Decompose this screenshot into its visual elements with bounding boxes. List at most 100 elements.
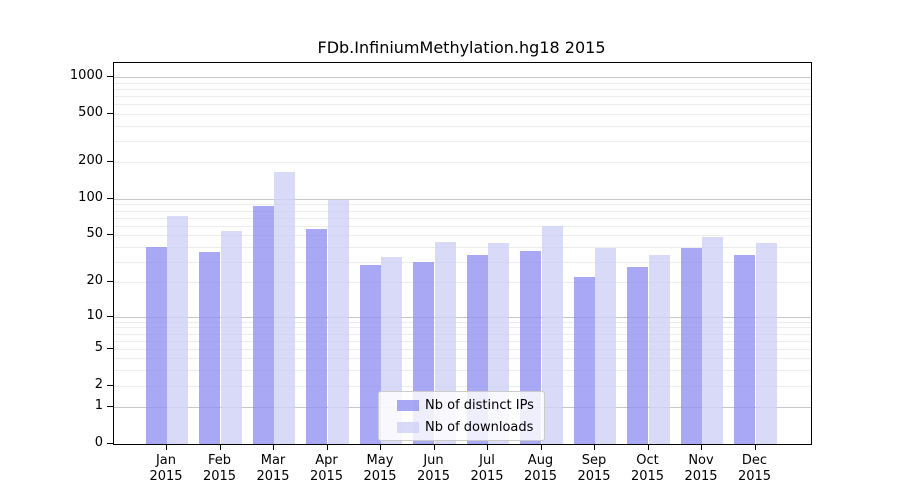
bar-downloads-sep: [595, 248, 617, 444]
legend-swatch-downloads: [397, 421, 419, 433]
x-tick-label-jun: Jun 2015: [404, 453, 464, 485]
bar-downloads-mar: [274, 172, 296, 444]
minor-gridline: [114, 217, 811, 219]
x-tick-month: Aug: [527, 453, 554, 468]
y-tick-mark: [107, 234, 113, 236]
x-tick-month: Jul: [479, 453, 495, 468]
minor-gridline: [114, 225, 811, 227]
x-tick-month: Feb: [207, 453, 232, 468]
x-tick-label-aug: Aug 2015: [511, 453, 571, 485]
minor-gridline: [114, 246, 811, 248]
bar-ips-oct: [627, 266, 649, 444]
y-tick-label: 1: [94, 398, 103, 414]
bar-downloads-aug: [541, 225, 563, 444]
y-tick-label: 50: [86, 226, 103, 242]
y-tick-mark: [107, 197, 113, 199]
bar-downloads-jan: [167, 216, 189, 444]
bar-ips-apr: [306, 229, 328, 444]
x-tick-year: 2015: [149, 469, 183, 484]
minor-gridline: [114, 340, 811, 342]
y-tick-mark: [107, 347, 113, 349]
minor-gridline: [114, 261, 811, 263]
minor-gridline: [114, 88, 811, 90]
legend-item-downloads: Nb of downloads: [397, 418, 538, 436]
x-tick-mark: [273, 444, 274, 450]
y-tick-mark: [107, 443, 113, 444]
y-tick-label: 10: [86, 307, 103, 323]
bar-downloads-apr: [327, 200, 349, 444]
x-tick-mark: [754, 444, 756, 450]
major-gridline: [114, 198, 811, 200]
x-tick-mark: [433, 444, 435, 450]
x-tick-mark: [326, 444, 328, 450]
legend-label-distinct-ips: Nb of distinct IPs: [425, 397, 534, 413]
major-gridline: [114, 76, 811, 78]
x-tick-month: Apr: [315, 453, 338, 468]
minor-gridline: [114, 113, 811, 115]
x-tick-label-nov: Nov 2015: [671, 453, 731, 485]
x-tick-mark: [487, 444, 488, 450]
x-tick-mark: [219, 444, 221, 450]
y-tick-mark: [107, 315, 113, 317]
y-tick-label: 1000: [69, 67, 103, 83]
x-tick-label-oct: Oct 2015: [618, 453, 678, 485]
x-tick-label-dec: Dec 2015: [725, 453, 785, 485]
minor-gridline: [114, 235, 811, 237]
x-tick-label-sep: Sep 2015: [564, 453, 624, 485]
bar-ips-mar: [252, 205, 274, 444]
minor-gridline: [114, 327, 811, 329]
minor-gridline: [114, 370, 811, 372]
bar-downloads-oct: [648, 255, 670, 444]
y-tick-label: 100: [78, 189, 103, 205]
y-tick-mark: [107, 112, 113, 114]
minor-gridline: [114, 282, 811, 284]
x-tick-month: Jun: [423, 453, 444, 468]
y-tick-mark: [107, 406, 113, 408]
x-tick-mark: [594, 444, 595, 450]
y-tick-label: 0: [94, 435, 103, 450]
x-tick-year: 2015: [684, 469, 718, 484]
x-tick-label-may: May 2015: [350, 453, 410, 485]
y-tick-mark: [107, 75, 113, 77]
x-tick-year: 2015: [256, 469, 290, 484]
x-tick-year: 2015: [470, 469, 504, 484]
y-tick-mark: [107, 384, 113, 386]
minor-gridline: [114, 358, 811, 360]
y-tick-mark: [107, 161, 113, 163]
x-tick-label-feb: Feb 2015: [190, 453, 250, 485]
x-tick-mark: [540, 444, 542, 450]
minor-gridline: [114, 95, 811, 97]
x-tick-label-jul: Jul 2015: [457, 453, 517, 485]
legend-item-distinct-ips: Nb of distinct IPs: [397, 396, 538, 414]
minor-gridline: [114, 210, 811, 212]
bar-ips-dec: [734, 255, 756, 444]
y-tick-mark: [107, 281, 113, 283]
x-tick-month: Dec: [741, 453, 768, 468]
x-tick-mark: [380, 444, 381, 450]
x-tick-year: 2015: [577, 469, 611, 484]
minor-gridline: [114, 82, 811, 84]
x-tick-mark: [166, 444, 167, 450]
y-tick-label: 500: [78, 104, 103, 120]
plot-area: [113, 62, 812, 445]
x-tick-year: 2015: [737, 469, 772, 484]
legend: Nb of distinct IPs Nb of downloads: [378, 391, 545, 441]
x-tick-label-apr: Apr 2015: [297, 453, 357, 485]
x-tick-month: Sep: [581, 453, 607, 468]
x-tick-month: Oct: [636, 453, 659, 468]
x-tick-mark: [647, 444, 649, 450]
y-tick-label: 2: [94, 376, 103, 392]
x-tick-month: May: [366, 453, 394, 468]
bar-ips-may: [359, 265, 381, 444]
x-tick-year: 2015: [363, 469, 397, 484]
x-tick-year: 2015: [202, 469, 237, 484]
y-tick-label: 20: [86, 273, 103, 289]
x-tick-label-jan: Jan 2015: [136, 453, 196, 485]
x-tick-year: 2015: [523, 469, 558, 484]
x-tick-month: Nov: [688, 453, 714, 468]
legend-label-downloads: Nb of downloads: [425, 419, 534, 435]
legend-swatch-distinct-ips: [397, 399, 419, 411]
minor-gridline: [114, 321, 811, 323]
bar-downloads-dec: [755, 242, 777, 444]
minor-gridline: [114, 333, 811, 335]
